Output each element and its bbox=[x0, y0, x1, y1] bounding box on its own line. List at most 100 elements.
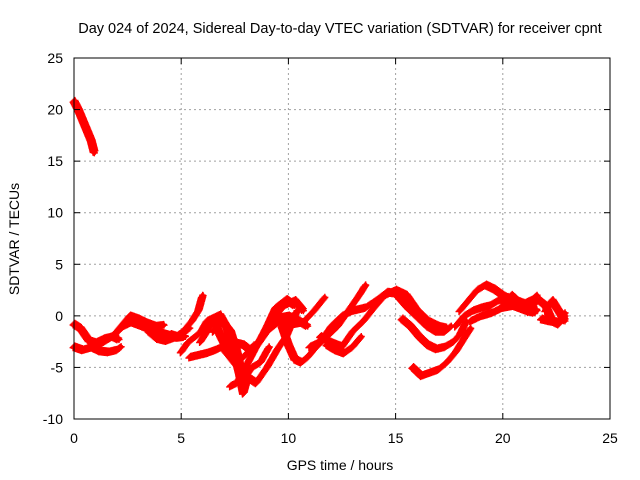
y-tick-label: 5 bbox=[55, 256, 63, 272]
data-point bbox=[286, 342, 291, 347]
data-point bbox=[318, 334, 323, 339]
data-point bbox=[88, 344, 94, 349]
data-point bbox=[99, 340, 105, 345]
data-point bbox=[305, 323, 310, 329]
data-point bbox=[479, 305, 484, 310]
data-point bbox=[299, 360, 304, 365]
data-point bbox=[425, 342, 430, 347]
data-point bbox=[408, 323, 413, 329]
data-point bbox=[97, 348, 102, 354]
data-point bbox=[84, 128, 90, 133]
data-point bbox=[211, 329, 216, 334]
data-point bbox=[266, 344, 272, 349]
data-point bbox=[189, 318, 195, 324]
data-point bbox=[350, 344, 355, 349]
data-point bbox=[163, 338, 169, 343]
data-point bbox=[350, 308, 355, 313]
y-tick-label: 20 bbox=[47, 102, 63, 118]
data-point bbox=[404, 293, 409, 298]
data-point bbox=[258, 360, 263, 365]
data-point bbox=[324, 342, 330, 347]
data-point bbox=[436, 367, 441, 372]
data-point bbox=[562, 318, 568, 324]
data-point bbox=[459, 339, 465, 344]
y-axis-label: SDTVAR / TECUs bbox=[6, 183, 22, 295]
data-point bbox=[294, 308, 300, 313]
series-arc-5 bbox=[97, 311, 168, 348]
data-point bbox=[305, 354, 310, 360]
x-axis-label: GPS time / hours bbox=[287, 457, 394, 473]
data-point bbox=[264, 323, 270, 329]
data-point bbox=[511, 303, 516, 308]
data-point bbox=[382, 293, 388, 298]
y-tick-labels: -10 -5 0 5 10 15 20 25 bbox=[43, 50, 63, 427]
data-point bbox=[496, 298, 501, 303]
data-point bbox=[198, 330, 203, 335]
data-point bbox=[526, 309, 531, 314]
data-point bbox=[241, 391, 246, 396]
data-point bbox=[500, 303, 505, 308]
data-point bbox=[168, 332, 173, 337]
data-point bbox=[185, 340, 190, 345]
data-point bbox=[191, 335, 197, 340]
data-point bbox=[284, 297, 289, 302]
x-tick-label: 5 bbox=[177, 430, 185, 446]
data-point bbox=[434, 346, 439, 352]
series-arc-15 bbox=[219, 307, 301, 388]
data-point bbox=[489, 310, 495, 315]
data-point bbox=[187, 354, 192, 360]
axis-ticks bbox=[73, 57, 611, 420]
data-point bbox=[114, 347, 120, 353]
data-point bbox=[296, 318, 302, 324]
data-point bbox=[363, 305, 368, 310]
data-point bbox=[453, 323, 458, 329]
data-point bbox=[468, 326, 473, 331]
series-arc-7 bbox=[166, 324, 194, 341]
data-point bbox=[333, 347, 338, 353]
data-point bbox=[466, 298, 471, 303]
data-point bbox=[427, 370, 433, 375]
series-arc-22 bbox=[408, 324, 475, 381]
data-point bbox=[204, 350, 210, 356]
data-point bbox=[292, 303, 298, 308]
data-point bbox=[363, 282, 368, 288]
data-point bbox=[453, 349, 458, 355]
data-layer bbox=[69, 96, 569, 398]
data-point bbox=[264, 365, 270, 370]
data-point bbox=[532, 310, 538, 315]
data-point bbox=[419, 373, 424, 378]
series-arc-16 bbox=[253, 294, 299, 348]
data-point bbox=[451, 339, 456, 344]
data-point bbox=[217, 332, 222, 337]
data-point bbox=[241, 342, 246, 347]
data-point bbox=[393, 287, 398, 293]
x-tick-label: 25 bbox=[602, 430, 618, 446]
data-point bbox=[181, 330, 186, 335]
data-point bbox=[292, 356, 298, 362]
data-point bbox=[228, 383, 233, 389]
data-point bbox=[322, 295, 328, 300]
data-point bbox=[144, 320, 150, 326]
data-point bbox=[80, 117, 85, 123]
data-point bbox=[234, 380, 240, 386]
data-point bbox=[183, 334, 188, 339]
x-tick-label: 20 bbox=[495, 430, 511, 446]
data-point bbox=[414, 308, 420, 313]
data-point bbox=[198, 339, 203, 344]
y-tick-label: -10 bbox=[43, 411, 63, 427]
x-tick-label: 10 bbox=[281, 430, 297, 446]
data-point bbox=[335, 323, 340, 329]
data-point bbox=[500, 293, 505, 298]
data-point bbox=[307, 344, 313, 349]
data-point bbox=[187, 326, 192, 331]
x-tick-labels: 0 5 10 15 20 25 bbox=[70, 430, 618, 446]
data-point bbox=[509, 293, 514, 298]
data-point bbox=[92, 150, 97, 156]
data-point bbox=[361, 318, 366, 324]
data-point bbox=[213, 347, 218, 353]
data-point bbox=[350, 329, 355, 334]
y-tick-label: 15 bbox=[47, 153, 63, 169]
data-point bbox=[243, 352, 248, 358]
data-point bbox=[136, 316, 141, 322]
